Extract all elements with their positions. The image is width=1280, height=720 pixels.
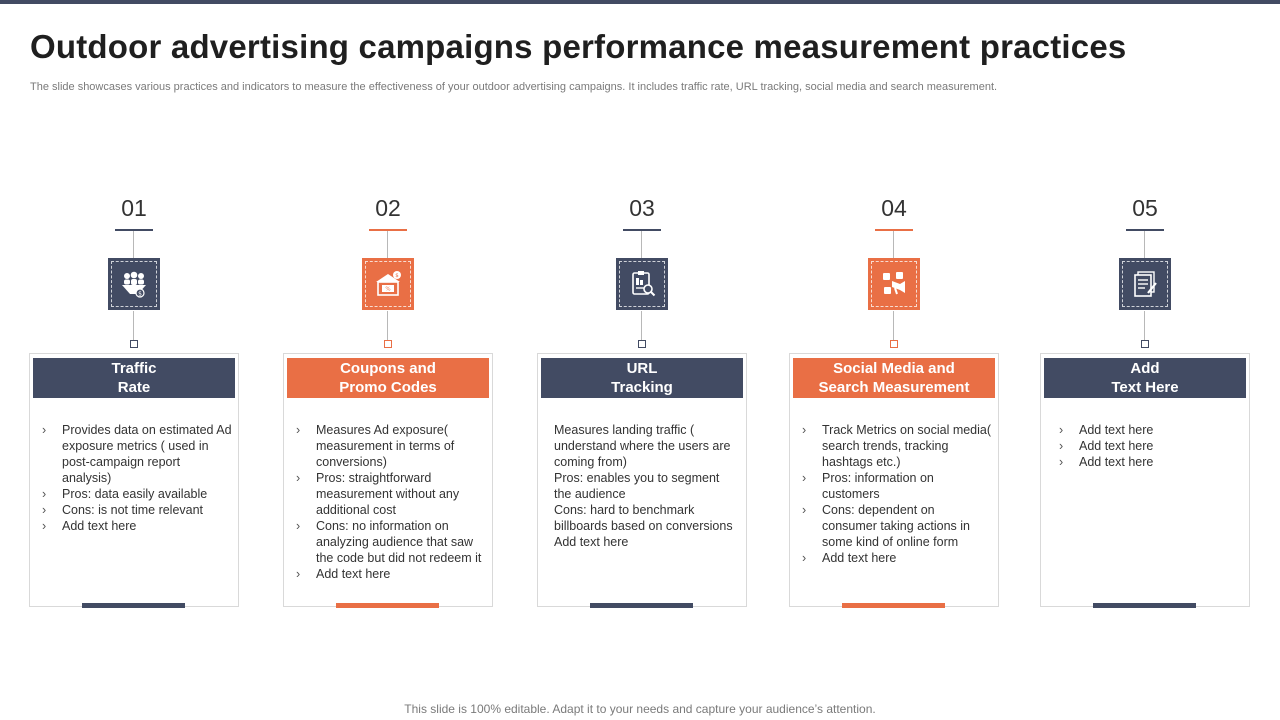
- connector-node: [890, 340, 898, 348]
- heading-line: URL: [626, 360, 658, 377]
- card-body: Measures landing traffic ( understand wh…: [548, 422, 740, 550]
- list-item: Add text here: [1057, 422, 1249, 438]
- number-underline: [875, 229, 913, 231]
- card-body: Add text here Add text here Add text her…: [1057, 422, 1249, 470]
- heading-line: Coupons and: [340, 360, 436, 377]
- heading-line: Rate: [117, 379, 151, 396]
- social-media-megaphone-icon: [868, 258, 920, 310]
- card-heading: URL Tracking: [541, 358, 743, 398]
- practice-card: Coupons and Promo Codes Measures Ad expos…: [283, 353, 493, 608]
- heading-line: Promo Codes: [339, 379, 437, 396]
- practice-card: Traffic Rate Provides data on estimated A…: [29, 353, 239, 608]
- list-item: Measures Ad exposure( measurement in ter…: [294, 422, 486, 470]
- connector-line: [133, 311, 134, 341]
- connector-node: [638, 340, 646, 348]
- text-line: Pros: enables you to segment the audienc…: [554, 471, 720, 501]
- heading-line: Text Here: [1111, 379, 1179, 396]
- connector-line: [387, 231, 388, 259]
- card-body: Measures Ad exposure( measurement in ter…: [294, 422, 486, 582]
- number-underline: [115, 229, 153, 231]
- connector-node: [1141, 340, 1149, 348]
- list-item: Add text here: [1057, 438, 1249, 454]
- practice-card: URL Tracking Measures landing traffic ( u…: [537, 353, 747, 608]
- step-number: 01: [121, 195, 147, 221]
- card-body: Provides data on estimated Ad exposure m…: [40, 422, 232, 534]
- list-item: Add text here: [294, 566, 486, 582]
- card-heading: Coupons and Promo Codes: [287, 358, 489, 398]
- connector-node: [384, 340, 392, 348]
- list-item: Pros: data easily available: [40, 486, 232, 502]
- traffic-people-icon: $: [108, 258, 160, 310]
- svg-text:%: %: [385, 287, 390, 293]
- text-line: Measures landing traffic ( understand wh…: [554, 423, 731, 469]
- text-line: Add text here: [554, 535, 629, 549]
- list-item: Add text here: [40, 518, 232, 534]
- card-heading: Social Media and Search Measurement: [793, 358, 995, 398]
- list-item: Cons: dependent on consumer taking actio…: [800, 502, 992, 550]
- list-item: Cons: no information on analyzing audien…: [294, 518, 486, 566]
- connector-line: [1144, 231, 1145, 259]
- connector-line: [641, 231, 642, 259]
- number-underline: [1126, 229, 1164, 231]
- connector-line: [133, 231, 134, 259]
- card-heading: Traffic Rate: [33, 358, 235, 398]
- card-heading: Add Text Here: [1044, 358, 1246, 398]
- step-number: 02: [375, 195, 401, 221]
- connector-line: [1144, 311, 1145, 341]
- connector-node: [130, 340, 138, 348]
- coupon-shop-icon: % $: [362, 258, 414, 310]
- step-number: 05: [1132, 195, 1158, 221]
- list-item: Cons: is not time relevant: [40, 502, 232, 518]
- heading-line: Traffic: [111, 360, 157, 377]
- page-subtitle: The slide showcases various practices an…: [30, 81, 998, 93]
- practice-card: Social Media and Search Measurement Track…: [789, 353, 999, 608]
- card-footer-bar: [1093, 603, 1196, 608]
- number-underline: [623, 229, 661, 231]
- list-item: Add text here: [1057, 454, 1249, 470]
- list-item: Track Metrics on social media( search tr…: [800, 422, 992, 470]
- connector-line: [893, 231, 894, 259]
- card-footer-bar: [82, 603, 185, 608]
- card-body: Track Metrics on social media( search tr…: [800, 422, 992, 566]
- heading-line: Tracking: [611, 379, 673, 396]
- top-accent-bar: [0, 0, 1280, 4]
- heading-line: Search Measurement: [818, 379, 970, 396]
- list-item: Pros: straightforward measurement withou…: [294, 470, 486, 518]
- step-number: 04: [881, 195, 907, 221]
- connector-line: [641, 311, 642, 341]
- clipboard-search-icon: [616, 258, 668, 310]
- page-title: Outdoor advertising campaigns performanc…: [30, 28, 1127, 65]
- footer-note: This slide is 100% editable. Adapt it to…: [404, 702, 876, 716]
- heading-line: Add: [1130, 360, 1160, 377]
- step-number: 03: [629, 195, 655, 221]
- document-edit-icon: [1119, 258, 1171, 310]
- svg-text:$: $: [138, 290, 142, 297]
- number-underline: [369, 229, 407, 231]
- card-footer-bar: [842, 603, 945, 608]
- card-footer-bar: [336, 603, 439, 608]
- list-item: Add text here: [800, 550, 992, 566]
- heading-line: Social Media and: [833, 360, 955, 377]
- practice-card: Add Text Here Add text here Add text here…: [1040, 353, 1250, 608]
- list-item: Pros: information on customers: [800, 470, 992, 502]
- connector-line: [893, 311, 894, 341]
- text-line: Cons: hard to benchmark billboards based…: [554, 503, 733, 533]
- list-item: Provides data on estimated Ad exposure m…: [40, 422, 232, 486]
- card-footer-bar: [590, 603, 693, 608]
- connector-line: [387, 311, 388, 341]
- svg-text:$: $: [395, 273, 399, 279]
